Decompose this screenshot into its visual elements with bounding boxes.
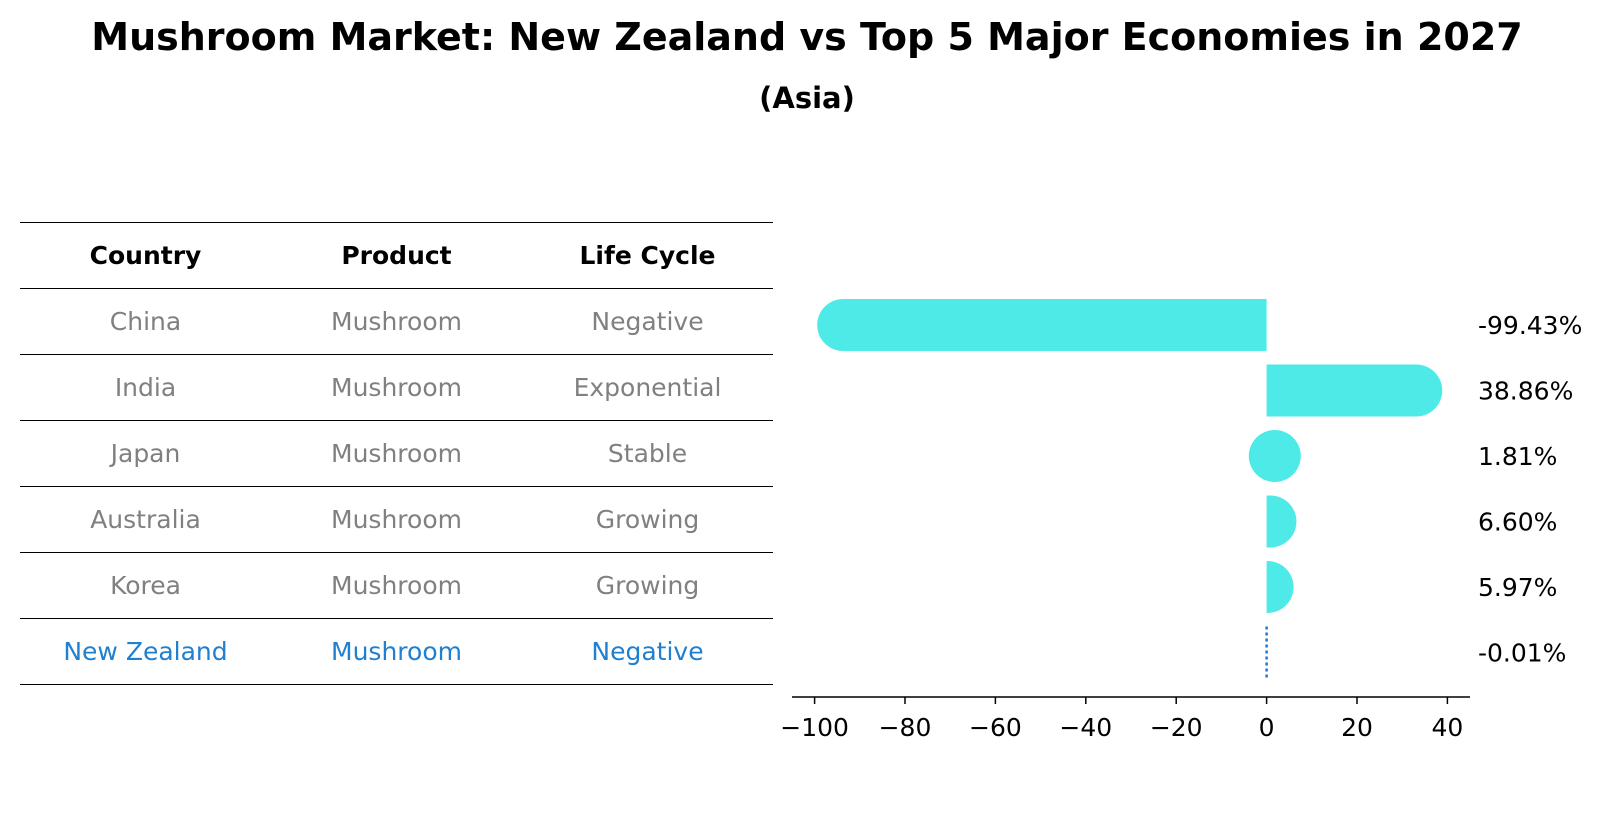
data-table: Country Product Life Cycle China Mushroo… <box>20 222 773 685</box>
cell-country: Korea <box>20 552 271 619</box>
table-row: India Mushroom Exponential <box>20 354 773 421</box>
table-row: Australia Mushroom Growing <box>20 486 773 553</box>
cell-product: Mushroom <box>271 486 522 553</box>
cell-country: China <box>20 288 271 355</box>
cell-life-cycle: Stable <box>522 420 773 487</box>
x-tick-label: −20 <box>1150 713 1203 742</box>
table-row: China Mushroom Negative <box>20 288 773 355</box>
chart-title: Mushroom Market: New Zealand vs Top 5 Ma… <box>91 15 1523 59</box>
x-tick-label: −40 <box>1059 713 1112 742</box>
value-label-korea: 5.97% <box>1478 573 1557 602</box>
cell-country: India <box>20 354 271 421</box>
cell-life-cycle: Growing <box>522 552 773 619</box>
cell-country: Australia <box>20 486 271 553</box>
x-tick-label: −100 <box>780 713 849 742</box>
header-product: Product <box>271 222 522 289</box>
cell-life-cycle: Growing <box>522 486 773 553</box>
value-label-japan: 1.81% <box>1478 442 1557 471</box>
x-tick-label: 40 <box>1431 713 1463 742</box>
bars-layer <box>817 299 1443 679</box>
x-tick-label: −80 <box>879 713 932 742</box>
cell-product: Mushroom <box>271 288 522 355</box>
value-label-australia: 6.60% <box>1478 508 1557 537</box>
cell-product: Mushroom <box>271 420 522 487</box>
header-life-cycle: Life Cycle <box>522 222 773 289</box>
x-tick-label: 20 <box>1341 713 1373 742</box>
cell-country: Japan <box>20 420 271 487</box>
value-label-india: 38.86% <box>1478 377 1573 406</box>
table-row: Japan Mushroom Stable <box>20 420 773 487</box>
cell-life-cycle: Negative <box>522 288 773 355</box>
bar-china <box>817 299 1267 351</box>
bar-korea <box>1266 561 1294 613</box>
cell-product: Mushroom <box>271 354 522 421</box>
cell-country: New Zealand <box>20 618 271 685</box>
cell-life-cycle: Negative <box>522 618 773 685</box>
bar-japan <box>1248 430 1301 482</box>
cell-product: Mushroom <box>271 618 522 685</box>
table-header-row: Country Product Life Cycle <box>20 222 773 289</box>
value-labels-layer: -99.43% 38.86% 1.81% 6.60% 5.97% -0.01% <box>1478 311 1582 668</box>
bar-india <box>1266 364 1443 417</box>
x-tick-label: 0 <box>1259 713 1275 742</box>
x-axis: −100 −80 −60 −40 −20 0 20 40 <box>780 696 1470 742</box>
header-country: Country <box>20 222 271 289</box>
table-row: Korea Mushroom Growing <box>20 552 773 619</box>
cell-product: Mushroom <box>271 552 522 619</box>
country-table: Country Product Life Cycle China Mushroo… <box>20 222 773 685</box>
x-tick-label: −60 <box>969 713 1022 742</box>
table-row-highlight: New Zealand Mushroom Negative <box>20 618 773 685</box>
bar-australia <box>1266 495 1297 548</box>
chart-subtitle: (Asia) <box>759 81 855 115</box>
cell-life-cycle: Exponential <box>522 354 773 421</box>
value-label-new-zealand: -0.01% <box>1478 639 1566 668</box>
value-label-china: -99.43% <box>1478 311 1582 340</box>
